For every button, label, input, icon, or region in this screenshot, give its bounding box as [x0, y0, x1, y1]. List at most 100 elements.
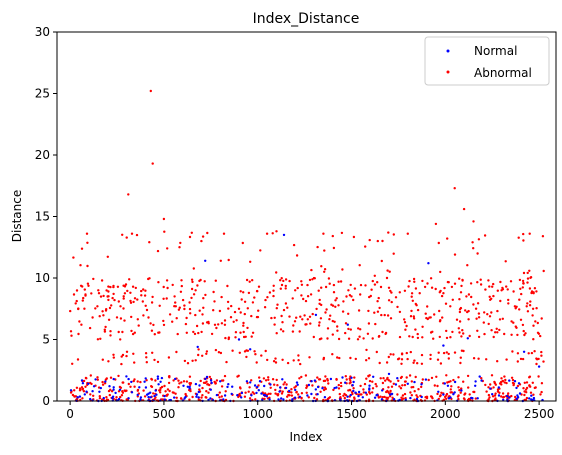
abnormal-point	[526, 310, 530, 313]
abnormal-point	[482, 321, 485, 324]
abnormal-point	[200, 396, 203, 399]
abnormal-point	[297, 354, 300, 357]
abnormal-point	[334, 299, 337, 302]
normal-point	[265, 395, 268, 398]
abnormal-point	[449, 305, 452, 308]
normal-point	[223, 394, 227, 397]
abnormal-point	[409, 315, 413, 318]
abnormal-point	[103, 330, 107, 333]
abnormal-point	[78, 320, 81, 323]
abnormal-point	[226, 300, 230, 304]
normal-point	[316, 393, 319, 396]
abnormal-point	[398, 291, 401, 294]
abnormal-point	[257, 384, 260, 387]
normal-point	[194, 382, 198, 386]
abnormal-point	[462, 332, 465, 335]
abnormal-point	[168, 376, 171, 379]
normal-point	[413, 380, 416, 384]
abnormal-point	[70, 334, 73, 337]
abnormal-point	[449, 380, 452, 383]
abnormal-point	[371, 391, 374, 394]
abnormal-point	[152, 392, 155, 395]
abnormal-point	[501, 317, 504, 320]
abnormal-point	[358, 264, 361, 267]
abnormal-point	[306, 295, 310, 298]
abnormal-point	[311, 278, 314, 281]
abnormal-point	[501, 379, 504, 383]
abnormal-point	[110, 390, 114, 393]
abnormal-point	[299, 315, 302, 318]
abnormal-point	[120, 355, 123, 358]
abnormal-point	[539, 393, 542, 396]
abnormal-point	[257, 309, 260, 312]
abnormal-point	[130, 232, 134, 235]
abnormal-point	[460, 335, 463, 338]
abnormal-point	[436, 384, 439, 388]
normal-point	[368, 384, 371, 387]
abnormal-point	[201, 313, 204, 316]
abnormal-point	[279, 287, 282, 290]
abnormal-point	[201, 354, 204, 357]
abnormal-point	[232, 320, 235, 323]
abnormal-point	[112, 356, 116, 359]
abnormal-point	[111, 296, 114, 300]
abnormal-point	[194, 289, 197, 292]
abnormal-point	[430, 376, 434, 380]
abnormal-point	[450, 285, 454, 289]
abnormal-point	[494, 331, 497, 334]
abnormal-point	[337, 280, 340, 283]
abnormal-point	[409, 391, 412, 394]
abnormal-point	[461, 279, 464, 282]
normal-point	[389, 393, 392, 396]
normal-point	[209, 379, 213, 382]
abnormal-point	[157, 281, 160, 284]
abnormal-point	[523, 393, 526, 397]
abnormal-point	[179, 290, 183, 293]
abnormal-point	[69, 330, 73, 333]
abnormal-point	[439, 289, 442, 293]
y-tick-label: 10	[35, 271, 50, 285]
abnormal-point	[510, 376, 514, 379]
abnormal-point	[240, 298, 243, 301]
abnormal-point	[201, 235, 205, 238]
normal-point	[104, 380, 107, 383]
abnormal-point	[492, 294, 495, 298]
normal-point	[163, 394, 166, 398]
abnormal-point	[416, 308, 420, 312]
abnormal-point	[542, 360, 545, 363]
abnormal-point	[191, 359, 194, 362]
x-tick-label: 1500	[336, 407, 367, 421]
abnormal-point	[317, 324, 321, 327]
abnormal-point	[530, 290, 534, 293]
abnormal-point	[176, 332, 179, 336]
abnormal-point	[445, 329, 448, 333]
abnormal-point	[165, 394, 168, 397]
abnormal-point	[125, 236, 128, 239]
abnormal-point	[189, 382, 193, 385]
abnormal-point	[200, 239, 203, 243]
abnormal-point	[363, 382, 367, 386]
abnormal-point	[119, 317, 123, 320]
normal-point	[260, 392, 263, 395]
abnormal-point	[518, 278, 522, 282]
abnormal-point	[379, 285, 383, 289]
abnormal-point	[121, 390, 124, 393]
normal-point	[195, 395, 198, 398]
abnormal-point	[535, 290, 538, 293]
abnormal-point	[427, 378, 430, 382]
abnormal-point	[262, 377, 266, 380]
abnormal-point	[223, 319, 227, 322]
abnormal-point	[140, 289, 143, 293]
normal-point	[346, 323, 349, 326]
abnormal-point	[295, 254, 299, 257]
abnormal-point	[293, 320, 297, 323]
abnormal-point	[439, 270, 442, 274]
abnormal-point	[426, 282, 429, 285]
abnormal-point	[411, 299, 414, 302]
abnormal-point	[504, 260, 507, 263]
normal-point	[396, 377, 399, 380]
abnormal-point	[477, 335, 481, 339]
abnormal-point	[352, 235, 356, 239]
abnormal-point	[282, 330, 285, 333]
abnormal-point	[487, 279, 490, 282]
